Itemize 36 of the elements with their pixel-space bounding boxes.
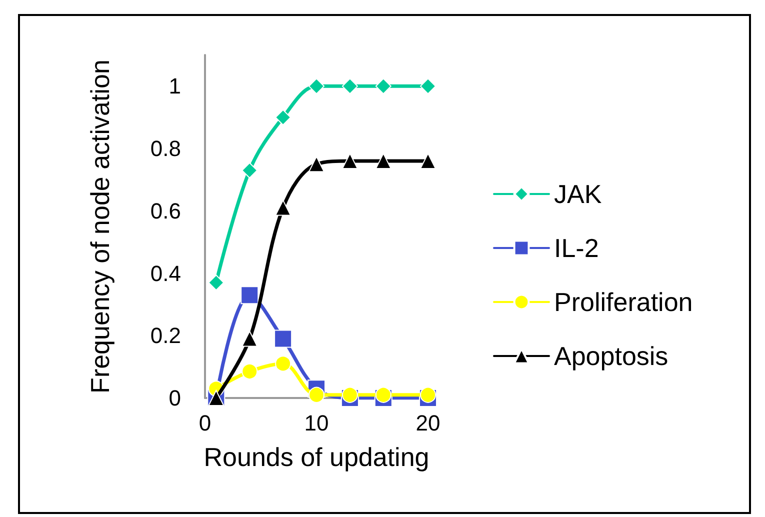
point: [240, 286, 259, 304]
point: [308, 78, 324, 94]
legend-label: Apoptosis: [554, 341, 668, 371]
point: [375, 78, 392, 94]
point: [342, 78, 358, 94]
y-axis-title: Frequency of node activation: [85, 60, 115, 394]
point: [375, 386, 392, 403]
point: [275, 200, 292, 216]
point: [342, 153, 358, 170]
point: [242, 162, 258, 178]
point: [308, 386, 324, 403]
point: [275, 356, 292, 372]
point: [420, 153, 436, 170]
legend-label: Proliferation: [554, 287, 693, 317]
point: [274, 330, 292, 348]
y-tick-label: 0.4: [150, 260, 181, 286]
x-tick-label: 20: [416, 410, 440, 436]
y-tick-label: 1: [168, 74, 181, 99]
legend-label: JAK: [554, 179, 602, 209]
point: [242, 364, 258, 380]
y-tick-label: 0.8: [150, 136, 181, 162]
legend-label: IL-2: [554, 233, 599, 263]
point: [342, 386, 358, 403]
x-axis-title: Rounds of updating: [204, 442, 430, 472]
point: [275, 109, 292, 126]
x-tick-label: 0: [198, 410, 212, 436]
point: [420, 386, 436, 403]
x-tick-label: 10: [304, 410, 329, 436]
point: [420, 78, 436, 94]
point: [308, 156, 324, 172]
y-tick-label: 0: [168, 386, 181, 410]
point: [208, 274, 224, 291]
point: [375, 153, 392, 170]
y-tick-label: 0.6: [150, 198, 181, 224]
point: [242, 330, 258, 347]
y-tick-label: 0.2: [150, 323, 181, 348]
